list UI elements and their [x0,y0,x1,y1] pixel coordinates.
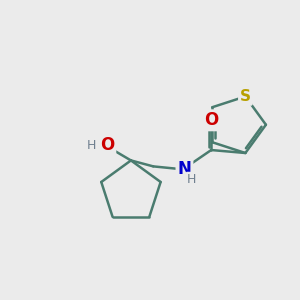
Text: O: O [100,136,114,154]
Text: S: S [240,89,251,104]
Text: H: H [187,173,196,186]
Text: H: H [87,139,96,152]
Text: O: O [204,111,218,129]
Text: N: N [178,160,191,178]
